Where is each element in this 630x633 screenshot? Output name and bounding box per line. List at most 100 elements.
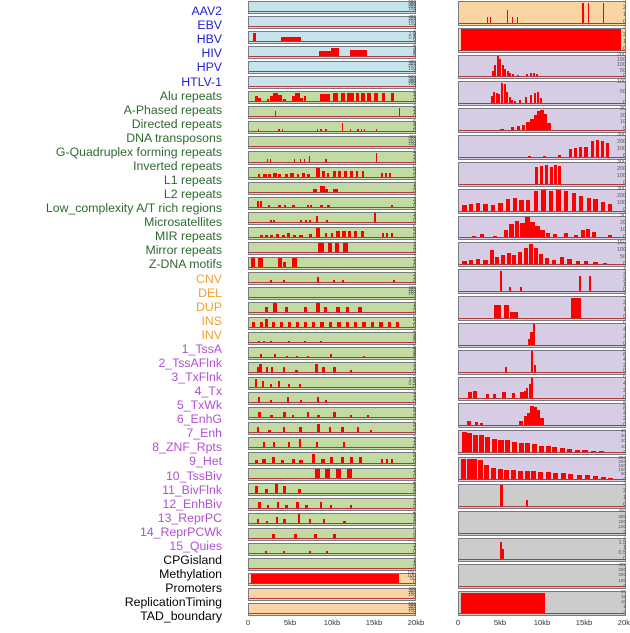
y-tick-label: 2 — [623, 488, 626, 495]
bar — [526, 73, 529, 78]
bar — [325, 159, 327, 163]
baseline — [249, 597, 415, 599]
bar — [494, 64, 497, 78]
bar — [540, 109, 544, 132]
bar — [539, 165, 543, 185]
bar — [528, 384, 531, 400]
bar — [349, 505, 353, 509]
bar — [390, 92, 395, 103]
bar — [579, 147, 583, 158]
track-plot — [458, 242, 626, 268]
track-plot — [458, 591, 626, 616]
bar — [501, 64, 504, 78]
y-tick-label: 150 — [407, 570, 416, 577]
x-tick-label: 10kb — [533, 618, 551, 627]
baseline — [459, 76, 625, 78]
bar — [544, 165, 549, 185]
bar — [254, 378, 257, 389]
left-panel: 500 400 300 200 100 0 400 300 200 100 0 2 1.5 1 0.5 0 4 3… — [226, 0, 424, 630]
bar — [567, 259, 572, 266]
bar — [526, 121, 530, 132]
bar — [282, 427, 286, 434]
y-tick-label: 0 — [413, 458, 416, 465]
bar — [511, 255, 517, 266]
y-tick-label: 1 — [623, 12, 626, 19]
bar — [526, 388, 529, 400]
bar — [308, 155, 310, 163]
bar — [568, 473, 574, 480]
bar — [514, 101, 517, 105]
row-label: MIR repeats — [155, 229, 222, 244]
bar — [374, 92, 378, 103]
track-bars — [249, 92, 415, 103]
bar — [558, 166, 562, 185]
y-tick-label: 4 — [413, 329, 416, 336]
bar — [538, 253, 543, 266]
bar — [299, 234, 303, 238]
track-plot — [458, 537, 626, 563]
bar — [544, 258, 549, 266]
bar — [485, 393, 490, 400]
y-tick-label: 0 — [413, 293, 416, 299]
bar — [471, 235, 476, 239]
bar — [349, 129, 351, 133]
y-tick-label: 3 — [623, 293, 626, 300]
y-tick-label: 1 — [623, 282, 626, 289]
track-bars — [459, 270, 625, 293]
bar — [321, 458, 325, 464]
y-tick-label: 2 — [623, 276, 626, 283]
y-tick-label: 0 — [413, 323, 416, 330]
bar — [607, 477, 613, 480]
bar — [317, 276, 320, 283]
baseline — [459, 317, 625, 319]
track-bars — [459, 324, 625, 347]
bar — [483, 204, 488, 212]
bar — [473, 391, 478, 400]
bar — [526, 499, 528, 507]
track-bars — [459, 29, 625, 52]
bar — [530, 222, 535, 239]
bar — [291, 95, 296, 103]
y-tick-label: 10 — [620, 119, 626, 126]
y-tick-label: 1 — [413, 470, 416, 477]
y-tick-label: 0 — [623, 72, 626, 79]
bar — [320, 129, 322, 133]
bar — [263, 340, 266, 344]
track-plot — [248, 196, 416, 210]
bar — [327, 243, 333, 253]
y-tick-label: 0.5 — [618, 550, 627, 557]
bar — [305, 219, 308, 223]
track-plot — [458, 376, 626, 402]
bar — [540, 418, 544, 427]
bar — [530, 331, 533, 346]
row-label: CPGisland — [163, 552, 222, 567]
baseline — [249, 477, 415, 479]
baseline — [459, 478, 625, 480]
y-tick-label: 0 — [623, 287, 626, 294]
bar — [486, 16, 489, 24]
bar — [349, 415, 353, 419]
bar — [273, 92, 279, 103]
bar — [308, 219, 311, 223]
bar — [508, 286, 511, 293]
bar — [342, 231, 346, 238]
baseline — [249, 176, 415, 178]
y-tick-label: 0 — [623, 314, 626, 321]
bar — [315, 363, 318, 374]
bar — [336, 231, 340, 238]
bar — [270, 159, 272, 163]
bar — [516, 126, 521, 132]
bar — [292, 234, 297, 238]
y-tick-label: 0 — [413, 413, 416, 420]
bar — [483, 259, 488, 266]
bar — [508, 96, 511, 105]
bar — [264, 234, 268, 238]
bar — [278, 204, 281, 208]
bar — [259, 354, 262, 359]
row-label: Alu repeats — [159, 88, 222, 103]
y-tick-label: 100 — [408, 20, 416, 26]
y-tick-label: 30 — [620, 105, 626, 112]
bar — [338, 171, 341, 178]
track-plot — [248, 512, 416, 526]
bar — [259, 321, 264, 329]
